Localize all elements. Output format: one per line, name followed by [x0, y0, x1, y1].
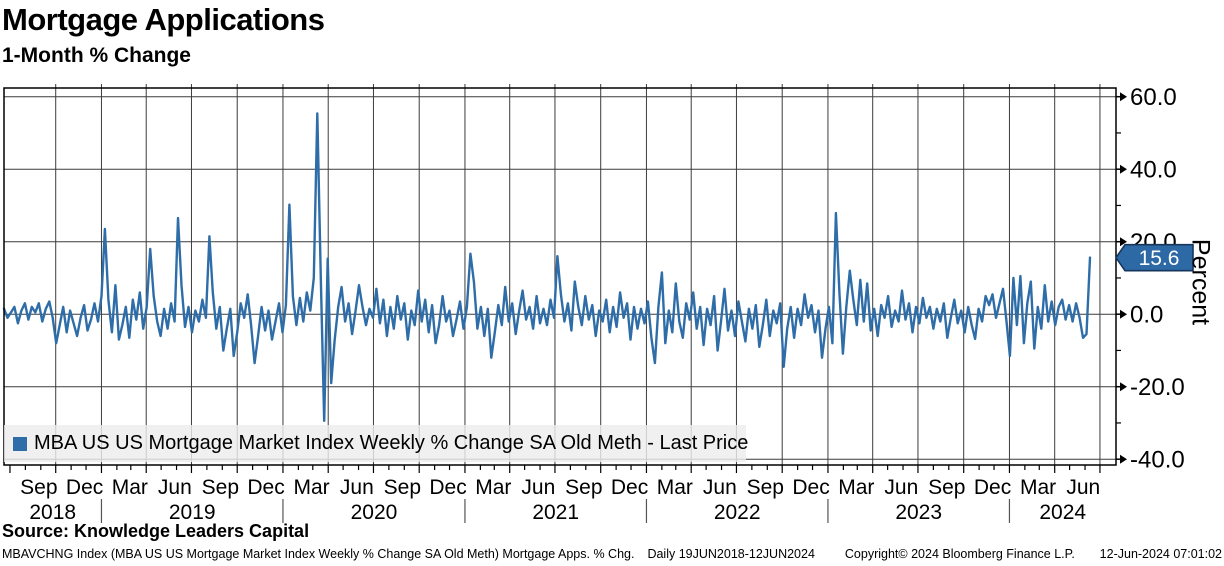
x-tick-label: Sep [747, 476, 784, 499]
y-axis-tick-arrow-icon [1120, 309, 1127, 319]
page-title: Mortgage Applications [2, 2, 325, 37]
plot-border [3, 87, 1117, 466]
y-axis-title: Percent [1186, 238, 1215, 326]
fine-print: MBAVCHNG Index (MBA US US Mortgage Marke… [2, 547, 1222, 561]
y-axis-tick-arrow-icon [1120, 164, 1127, 174]
x-tick-label: Jun [340, 476, 374, 499]
x-tick-label: Dec [429, 476, 466, 499]
last-price-value: 15.6 [1139, 247, 1180, 270]
x-tick-label: Jun [521, 476, 555, 499]
x-tick-label: Dec [66, 476, 103, 499]
x-tick-label: Dec [792, 476, 829, 499]
x-tick-label: Mar [293, 476, 329, 499]
x-year-label: 2023 [895, 501, 942, 524]
x-year-label: 2019 [169, 501, 216, 524]
x-year-label: 2022 [714, 501, 761, 524]
chart-subtitle: 1-Month % Change [2, 44, 191, 67]
y-axis-tick-arrow-icon [1120, 382, 1127, 392]
x-tick-label: Jun [884, 476, 918, 499]
x-tick-label: Mar [112, 476, 148, 499]
legend-label: MBA US US Mortgage Market Index Weekly %… [34, 432, 749, 454]
x-year-label: 2018 [29, 501, 76, 524]
x-tick-label: Jun [703, 476, 737, 499]
x-year-label: 2020 [351, 501, 398, 524]
y-axis-tick-arrow-icon [1120, 92, 1127, 102]
x-year-label: 2021 [532, 501, 579, 524]
fine-print-daily-range: Daily 19JUN2018-12JUN2024 [647, 547, 815, 561]
series-line [2, 112, 1092, 422]
source-line: Source: Knowledge Leaders Capital [2, 521, 310, 541]
x-tick-label: Sep [202, 476, 239, 499]
x-tick-label: Sep [20, 476, 57, 499]
x-tick-label: Jun [1066, 476, 1100, 499]
fine-print-timestamp: 12-Jun-2024 07:01:02 [1099, 547, 1222, 561]
last-price-badge [1115, 243, 1194, 272]
y-tick-label: 40.0 [1130, 157, 1177, 184]
x-tick-label: Dec [974, 476, 1011, 499]
y-tick-label: -40.0 [1130, 447, 1185, 474]
x-tick-label: Jun [158, 476, 192, 499]
y-tick-label: 0.0 [1130, 302, 1163, 329]
x-tick-label: Mar [838, 476, 874, 499]
x-tick-label: Mar [1020, 476, 1056, 499]
x-tick-label: Dec [611, 476, 648, 499]
x-tick-label: Sep [384, 476, 421, 499]
fine-print-index-info: MBAVCHNG Index (MBA US US Mortgage Marke… [2, 547, 635, 561]
y-axis-tick-arrow-icon [1120, 454, 1127, 464]
x-tick-label: Mar [475, 476, 511, 499]
y-axis-tick-arrow-icon [1120, 237, 1127, 247]
y-tick-label: 60.0 [1130, 84, 1177, 111]
legend: MBA US US Mortgage Market Index Weekly %… [4, 425, 749, 462]
legend-marker-icon [13, 436, 27, 451]
x-tick-label: Mar [657, 476, 693, 499]
x-tick-label: Dec [247, 476, 284, 499]
x-year-label: 2024 [1039, 501, 1086, 524]
x-tick-label: Sep [928, 476, 965, 499]
y-tick-label: -20.0 [1130, 374, 1185, 401]
x-tick-label: Sep [565, 476, 602, 499]
fine-print-copyright: Copyright© 2024 Bloomberg Finance L.P. [844, 547, 1075, 561]
